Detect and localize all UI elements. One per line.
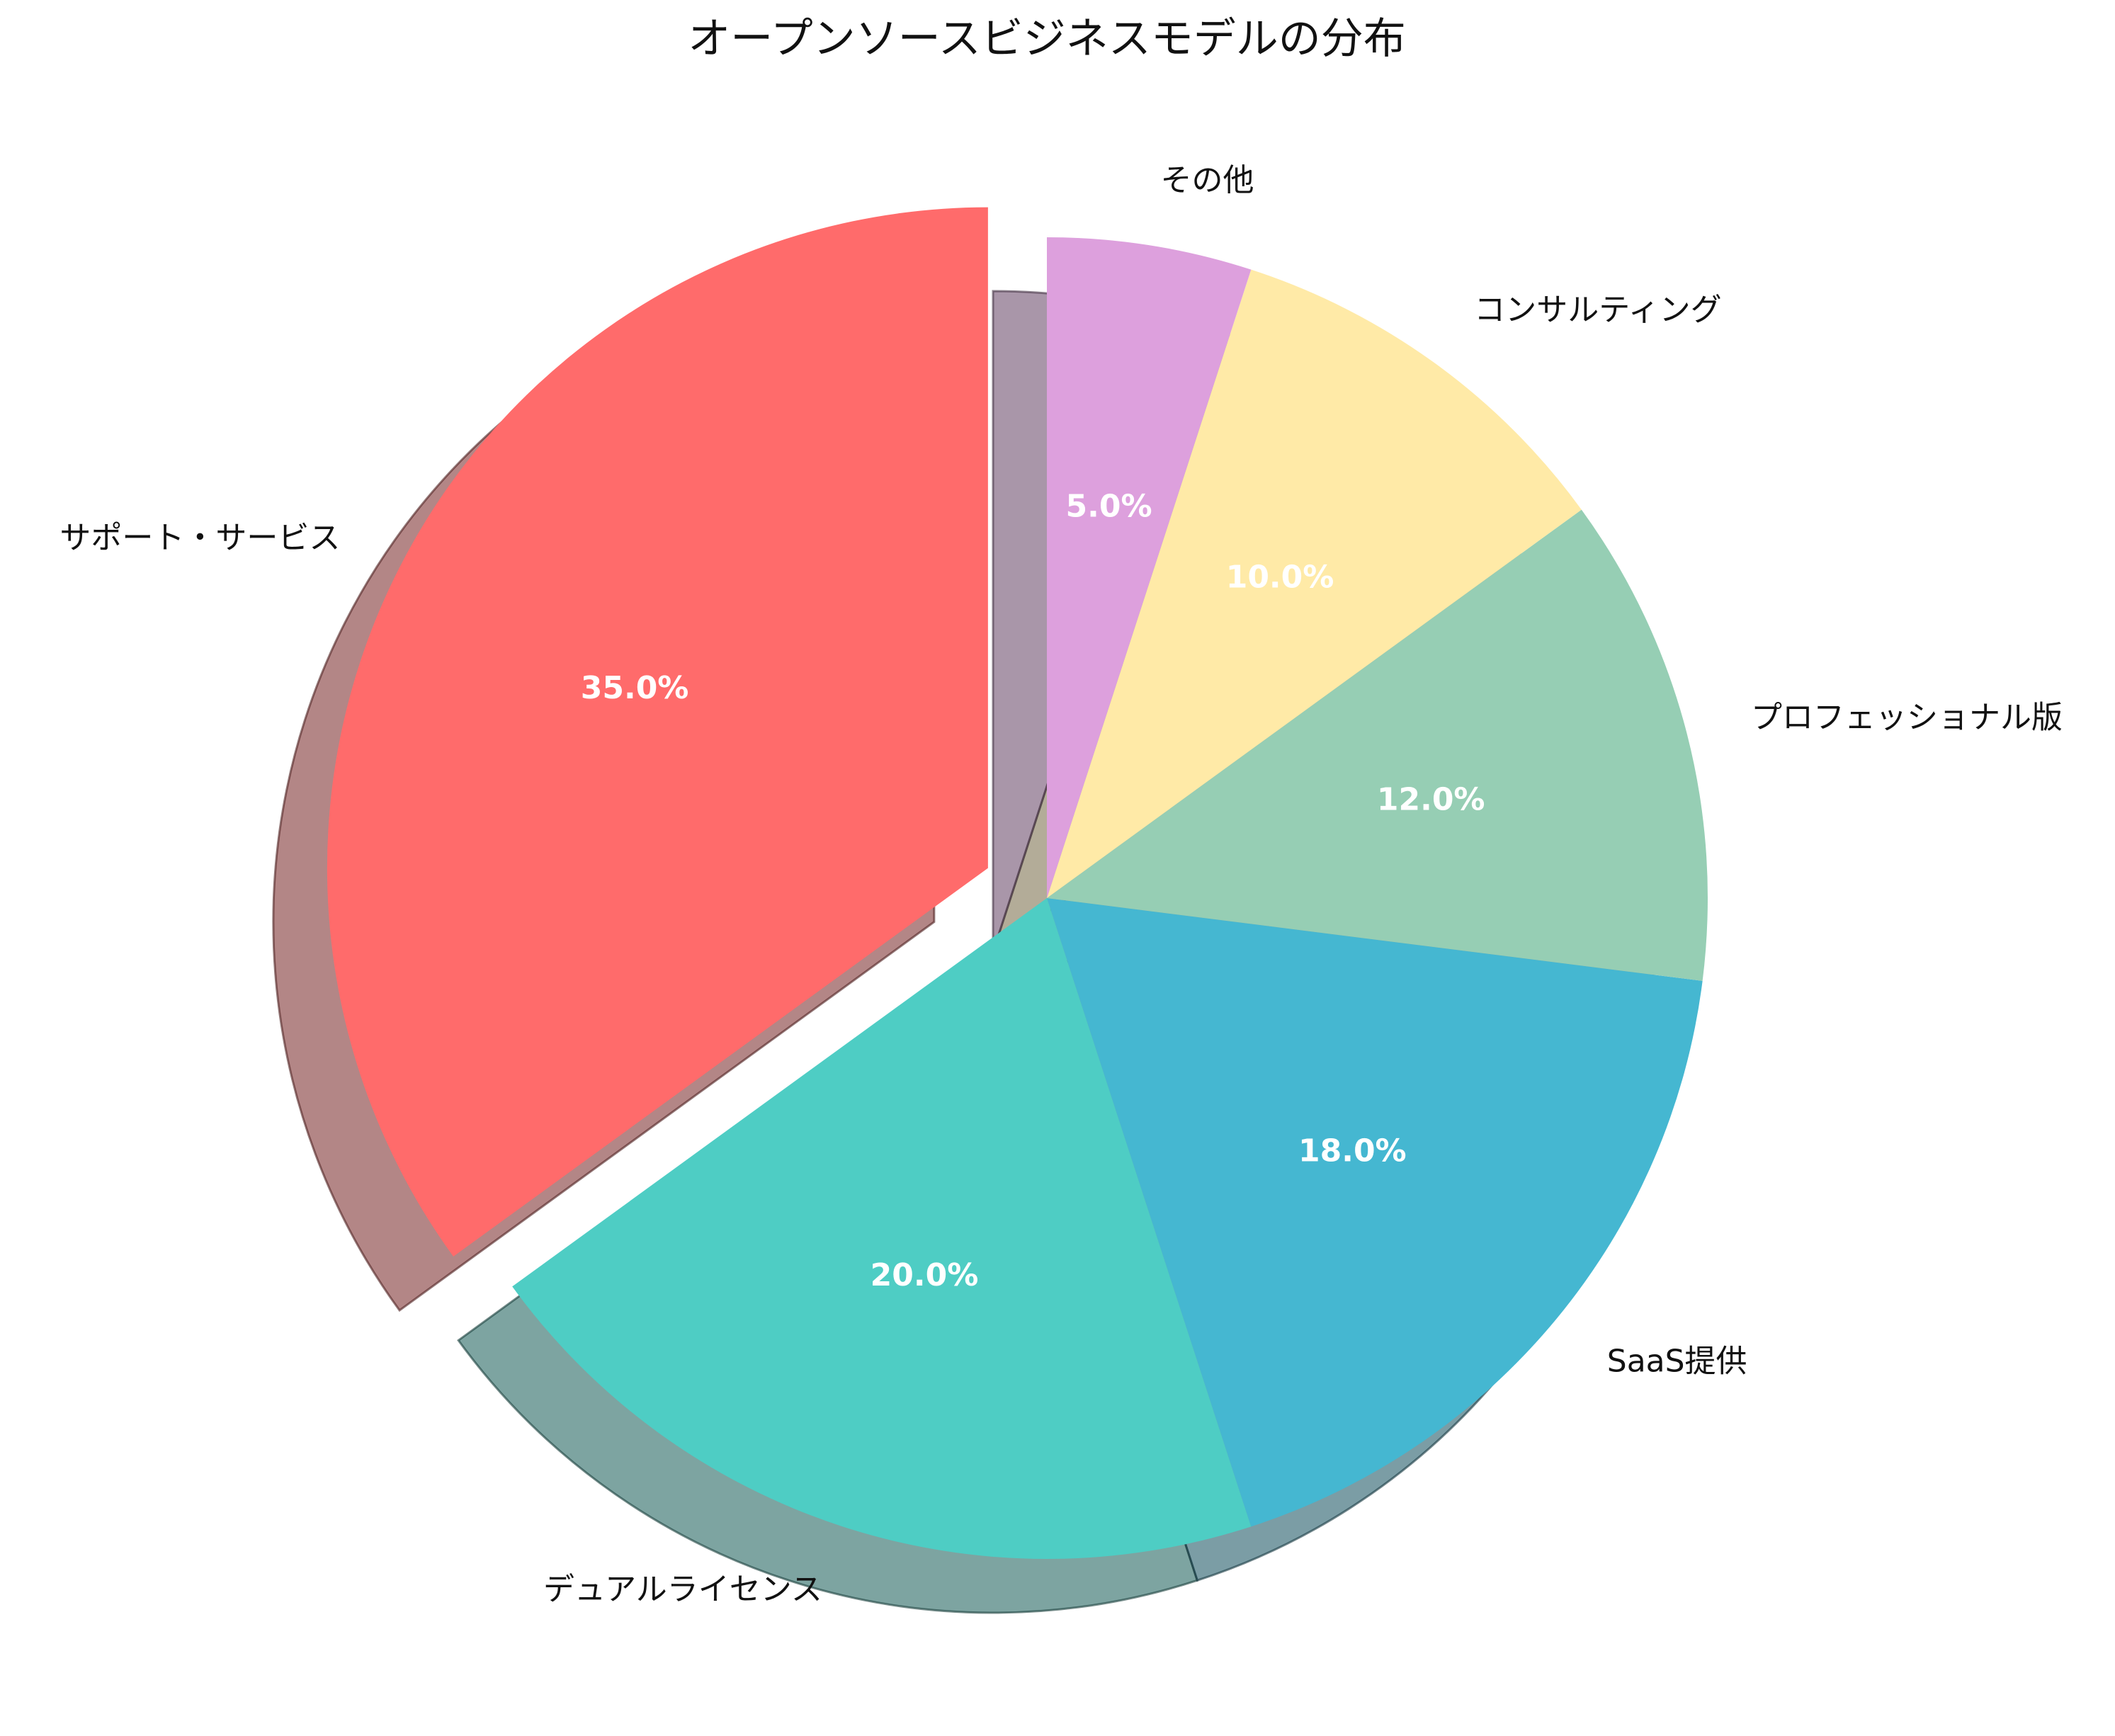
slice-4-category-label: プロフェッショナル版 bbox=[1751, 699, 2063, 735]
slice-5 bbox=[1047, 269, 1582, 898]
slice-2 bbox=[512, 898, 1252, 1559]
slice-2-category-label: デュアルライセンス bbox=[543, 1572, 822, 1608]
slice-layer bbox=[327, 207, 1708, 1559]
slice-6 bbox=[1047, 237, 1252, 898]
slice-1-percent-label: 35.0% bbox=[581, 670, 689, 706]
slice-5-category-label: コンサルティング bbox=[1474, 292, 1721, 328]
slice-4 bbox=[1047, 509, 1708, 981]
slice-1 bbox=[327, 207, 988, 1257]
slice-1-category-label: サポート・サービス bbox=[59, 520, 340, 556]
label-layer: 35.0% サポート・サービス 20.0% デュアルライセンス 18.0% SaaS提供 1… bbox=[59, 162, 2063, 1608]
slice-6-percent-label: 5.0% bbox=[1066, 489, 1152, 525]
slice-5-percent-label: 10.0% bbox=[1226, 560, 1334, 596]
slice-3-category-label: SaaS提供 bbox=[1607, 1344, 1747, 1380]
slice-4-percent-label: 12.0% bbox=[1377, 781, 1485, 817]
chart-title: オープンソースビジネスモデルの分布 bbox=[688, 14, 1405, 64]
slice-3-percent-label: 18.0% bbox=[1298, 1133, 1407, 1169]
slice-6-category-label: その他 bbox=[1161, 162, 1254, 198]
slice-3 bbox=[1047, 898, 1703, 1527]
slice-2-percent-label: 20.0% bbox=[871, 1257, 979, 1293]
